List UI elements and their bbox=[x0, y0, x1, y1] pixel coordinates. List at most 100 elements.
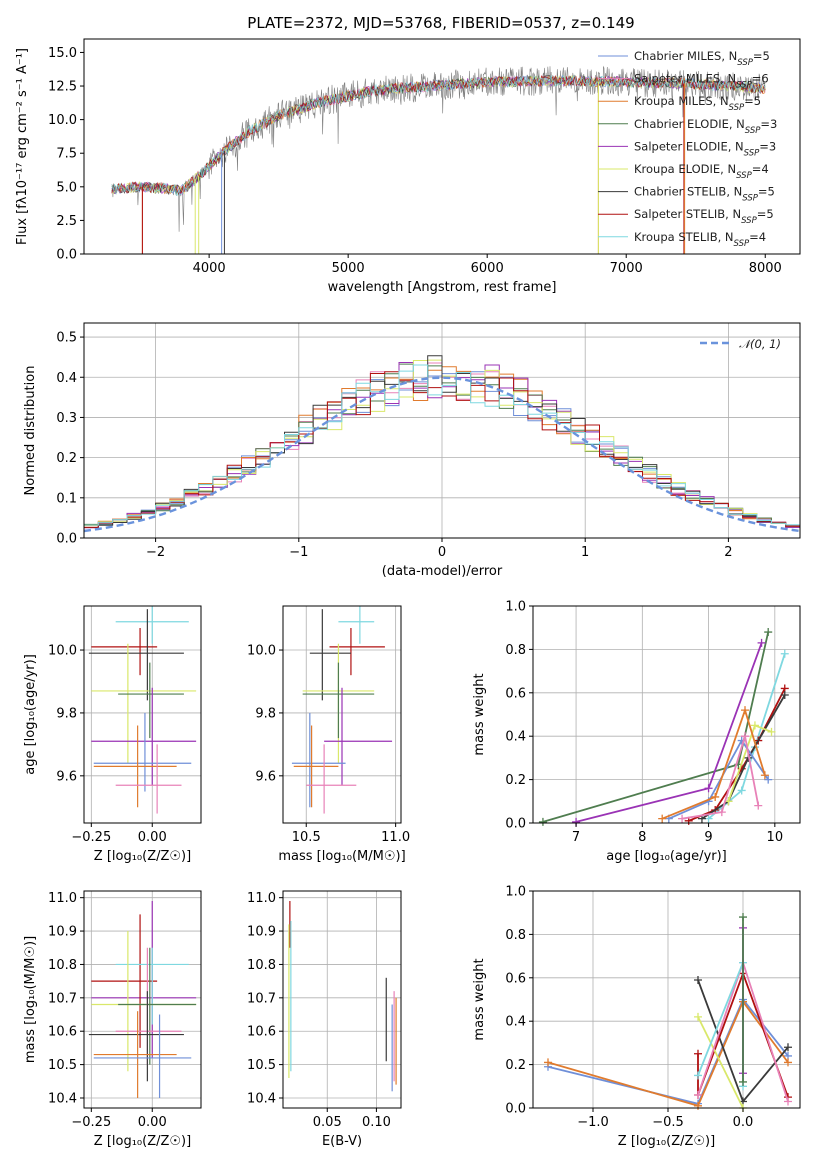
y-tick-label: 0.1 bbox=[56, 491, 77, 506]
weight-marker bbox=[694, 1071, 702, 1080]
weight-marker bbox=[717, 808, 726, 817]
y-tick-label: 10.8 bbox=[247, 958, 276, 973]
legend-sub: SSP bbox=[745, 126, 761, 136]
x-tick-label: 11.0 bbox=[381, 830, 410, 845]
weight-marker bbox=[750, 721, 759, 730]
weight-marker bbox=[767, 727, 776, 736]
weight-line-chabrier-elodie bbox=[542, 631, 770, 823]
y-tick-label: 10.9 bbox=[247, 925, 276, 940]
y-axis-label: age [log₁₀(age/yr)] bbox=[23, 654, 38, 775]
axes-frame bbox=[83, 605, 202, 824]
model-spectrum-kroupa-stelib bbox=[111, 74, 766, 197]
legend-sub: SSP bbox=[736, 171, 752, 181]
spectrum-lines bbox=[111, 65, 766, 254]
legend-tail: =5 bbox=[758, 185, 775, 199]
x-tick-label: −1.0 bbox=[577, 1115, 609, 1130]
weight-line-chabrier-miles bbox=[668, 738, 769, 820]
y-tick-label: 0.2 bbox=[56, 451, 77, 466]
y-tick-label: 0.4 bbox=[505, 1015, 526, 1030]
y-tick-label: 9.8 bbox=[255, 706, 276, 721]
weight-marker bbox=[694, 1049, 702, 1058]
histogram-chabrier-stelib bbox=[84, 355, 800, 528]
axes-frame bbox=[282, 605, 402, 824]
weight-marker bbox=[741, 706, 750, 715]
legend-sub: SSP bbox=[742, 194, 758, 204]
x-tick-label: 0.00 bbox=[138, 830, 167, 845]
weight-marker bbox=[694, 975, 702, 984]
weight-marker bbox=[780, 690, 789, 699]
x-axis-label: (data-model)/error bbox=[382, 564, 503, 579]
x-axis-label: E(B-V) bbox=[322, 1134, 362, 1149]
legend-label: Kroupa MILES, N bbox=[634, 94, 729, 108]
legend-sub: SSP bbox=[741, 216, 757, 226]
y-tick-label: 0.2 bbox=[505, 1058, 526, 1073]
y-tick-label: 5.0 bbox=[56, 180, 77, 195]
legend-label: Chabrier STELIB, N bbox=[634, 185, 742, 199]
legend-tail: =3 bbox=[759, 139, 776, 153]
y-axis-label: Normed distribution bbox=[23, 366, 38, 496]
x-axis-label: Z [log₁₀(Z/Z☉)] bbox=[94, 849, 191, 864]
legend-tail: =4 bbox=[752, 162, 769, 176]
y-tick-label: 0.4 bbox=[505, 730, 526, 745]
y-tick-label: 7.5 bbox=[56, 147, 77, 162]
x-tick-label: −1 bbox=[289, 545, 308, 560]
legend-label: Salpeter ELODIE, N bbox=[634, 139, 744, 153]
x-axis-label: wavelength [Angstrom, rest frame] bbox=[328, 280, 557, 295]
y-tick-label: 0.3 bbox=[56, 411, 77, 426]
weight-marker bbox=[694, 1090, 702, 1099]
weight-marker bbox=[741, 732, 750, 741]
y-tick-label: 0.2 bbox=[505, 773, 526, 788]
y-tick-label: 0.4 bbox=[56, 371, 77, 386]
weight-line-kroupa-miles bbox=[661, 707, 766, 820]
y-tick-label: 12.5 bbox=[48, 80, 77, 95]
y-tick-label: 11.0 bbox=[48, 891, 77, 906]
y-tick-label: 10.7 bbox=[48, 991, 77, 1006]
legend-tail: =6 bbox=[752, 72, 769, 86]
weight-marker bbox=[739, 1077, 747, 1086]
age-weights-panel: 7 8 9 10 0.0 0.2 0.4 0.6 0.8 1.0 age [log₁₀(age/yr… bbox=[472, 600, 801, 864]
legend-entry: Salpeter ELODIE, NSSP=3 bbox=[634, 139, 776, 158]
x-tick-label: 0 bbox=[438, 545, 446, 560]
x-tick-label: 8000 bbox=[749, 261, 782, 276]
y-tick-label: 0.0 bbox=[505, 817, 526, 832]
axes-frame bbox=[83, 890, 202, 1109]
weight-line-salpeter-elodie bbox=[575, 642, 763, 823]
y-tick-label: 0.0 bbox=[56, 532, 77, 547]
x-tick-label: 4000 bbox=[193, 261, 226, 276]
legend-entry: Kroupa ELODIE, NSSP=4 bbox=[634, 162, 769, 181]
weight-line-kroupa-stelib bbox=[697, 962, 744, 1087]
legend-entry: Salpeter MILES, NSSP=6 bbox=[634, 72, 769, 91]
histogram-kroupa-stelib bbox=[84, 364, 800, 526]
model-spectrum-salpeter-stelib bbox=[111, 74, 766, 195]
y-tick-label: 1.0 bbox=[505, 600, 526, 615]
y-axis-label: mass weight bbox=[472, 958, 487, 1040]
legend-tail: =4 bbox=[749, 230, 766, 244]
x-tick-label: −0.25 bbox=[71, 1115, 111, 1130]
legend-sub: SSP bbox=[734, 239, 750, 249]
x-tick-label: 0.0 bbox=[733, 1115, 754, 1130]
legend-label: Chabrier MILES, N bbox=[634, 49, 737, 63]
legend-entry: Chabrier ELODIE, NSSP=3 bbox=[634, 117, 777, 136]
y-tick-label: 10.0 bbox=[48, 644, 77, 659]
x-tick-label: 7 bbox=[572, 830, 580, 845]
weight-marker bbox=[784, 1058, 792, 1067]
legend-sub: SSP bbox=[736, 81, 752, 91]
legend-entry: Kroupa MILES, NSSP=5 bbox=[634, 94, 761, 113]
x-tick-label: 8 bbox=[638, 830, 646, 845]
normal-curve bbox=[83, 376, 801, 533]
axes-frame bbox=[532, 605, 801, 824]
x-tick-label: 1 bbox=[581, 545, 589, 560]
x-tick-label: 6000 bbox=[471, 261, 504, 276]
legend-tail: =5 bbox=[744, 94, 761, 108]
legend-sub: SSP bbox=[729, 103, 745, 113]
weight-marker bbox=[694, 1012, 702, 1021]
legend-sub: SSP bbox=[744, 148, 760, 158]
x-axis-label: Z [log₁₀(Z/Z☉)] bbox=[94, 1134, 191, 1149]
x-tick-label: 9 bbox=[704, 830, 712, 845]
y-tick-label: 0.6 bbox=[505, 686, 526, 701]
legend-entry: Chabrier STELIB, NSSP=5 bbox=[634, 185, 775, 204]
x-axis-label: age [log₁₀(age/yr)] bbox=[606, 849, 727, 864]
y-tick-label: 9.6 bbox=[56, 769, 77, 784]
x-tick-label: 0.00 bbox=[138, 1115, 167, 1130]
